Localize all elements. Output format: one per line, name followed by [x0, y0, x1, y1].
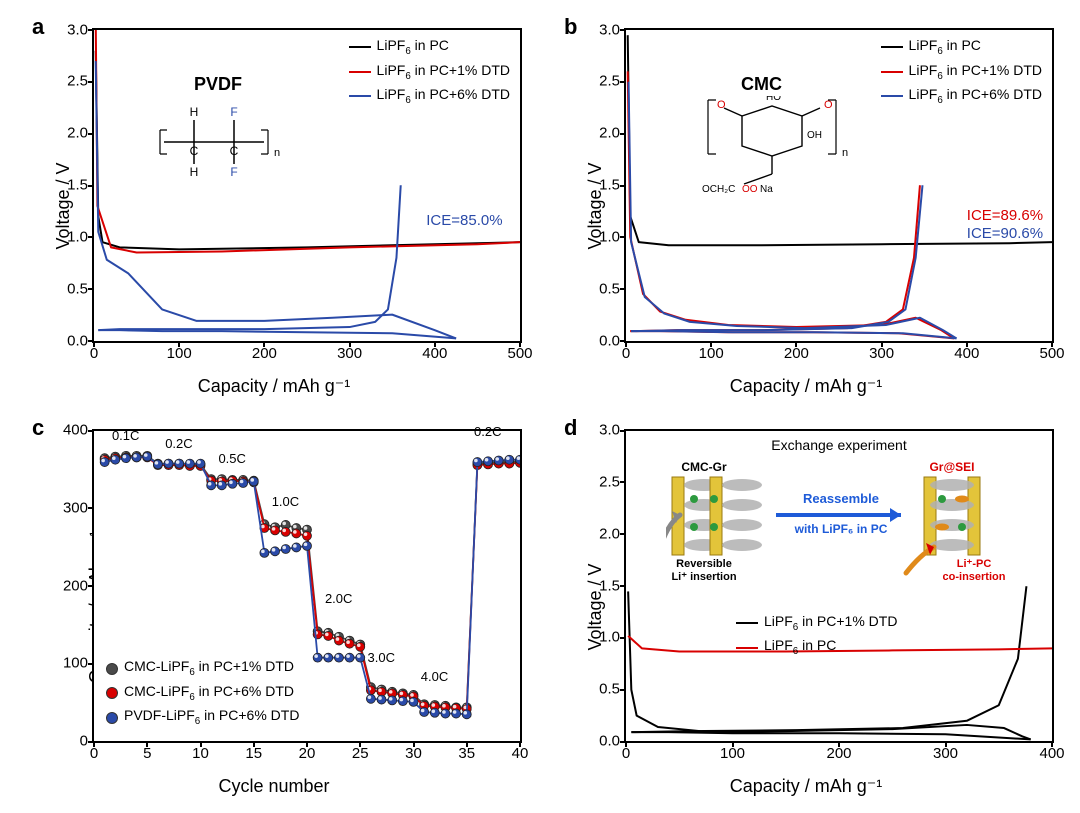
svg-text:OH: OH	[807, 130, 822, 141]
svg-text:HO: HO	[766, 96, 781, 103]
annotation: ICE=89.6%	[967, 207, 1043, 224]
legend-item: LiPF6 in PC	[881, 36, 1042, 59]
rate-label: 2.0C	[325, 591, 352, 606]
svg-text:n: n	[274, 147, 280, 159]
svg-text:H: H	[190, 165, 199, 179]
rate-label: 0.2C	[474, 424, 501, 439]
panel-a-label: a	[32, 14, 44, 40]
svg-text:Gr@SEI: Gr@SEI	[929, 460, 974, 474]
rate-label: 3.0C	[368, 650, 395, 665]
panel-a: a Voltage / V Capacity / mAh g⁻¹ PVDF H …	[12, 10, 536, 403]
pvdf-structure-icon: H H F F C C n	[154, 102, 314, 182]
legend-item: LiPF6 in PC+1% DTD	[736, 612, 897, 635]
panel-a-xlabel: Capacity / mAh g⁻¹	[198, 376, 351, 397]
svg-text:Reversible: Reversible	[676, 558, 732, 570]
svg-text:Li⁺-PC: Li⁺-PC	[957, 558, 992, 570]
panel-a-plot: PVDF H H F F C C n LiPF6 in PCLiPF6 in P…	[92, 28, 522, 343]
annotation: ICE=90.6%	[967, 225, 1043, 242]
svg-text:F: F	[230, 105, 237, 119]
rate-label: 1.0C	[272, 494, 299, 509]
figure-grid: a Voltage / V Capacity / mAh g⁻¹ PVDF H …	[0, 0, 1080, 813]
panel-a-legend: LiPF6 in PCLiPF6 in PC+1% DTDLiPF6 in PC…	[349, 36, 510, 110]
panel-c-xlabel: Cycle number	[218, 776, 329, 797]
panel-d-legend: LiPF6 in PC+1% DTDLiPF6 in PC	[736, 612, 897, 661]
svg-text:Li⁺ insertion: Li⁺ insertion	[671, 571, 736, 583]
panel-c-legend: CMC-LiPF6 in PC+1% DTDCMC-LiPF6 in PC+6%…	[106, 657, 299, 731]
panel-b-plot: CMC O O HO OH OCH₂C OO Na n	[624, 28, 1054, 343]
svg-text:O: O	[824, 99, 833, 111]
panel-b-label: b	[564, 14, 577, 40]
panel-d-label: d	[564, 415, 577, 441]
rate-label: 0.2C	[165, 436, 192, 451]
svg-text:F: F	[230, 165, 237, 179]
svg-text:C: C	[190, 144, 199, 158]
rate-label: 0.5C	[218, 451, 245, 466]
panel-b-legend: LiPF6 in PCLiPF6 in PC+1% DTDLiPF6 in PC…	[881, 36, 1042, 110]
exchange-scheme-icon: CMC-Gr ReversibleLi⁺ insertion Reassemble w…	[666, 455, 1026, 585]
panel-d-xlabel: Capacity / mAh g⁻¹	[730, 776, 883, 797]
panel-a-inset-title: PVDF	[194, 74, 242, 95]
legend-item: LiPF6 in PC+1% DTD	[881, 61, 1042, 84]
panel-c: c Capacity / mAh g⁻¹ Cycle number CMC-Li…	[12, 411, 536, 804]
panel-c-label: c	[32, 415, 44, 441]
svg-text:with LiPF₆ in PC: with LiPF₆ in PC	[794, 522, 888, 536]
svg-text:Reassemble: Reassemble	[803, 491, 879, 506]
svg-text:OO: OO	[742, 184, 758, 195]
svg-text:co-insertion: co-insertion	[943, 571, 1006, 583]
annotation: ICE=85.0%	[426, 212, 502, 229]
panel-c-plot: CMC-LiPF6 in PC+1% DTDCMC-LiPF6 in PC+6%…	[92, 429, 522, 744]
svg-text:H: H	[190, 105, 199, 119]
rate-label: 0.1C	[112, 428, 139, 443]
svg-text:C: C	[230, 144, 239, 158]
panel-b: b Voltage / V Capacity / mAh g⁻¹ CMC O O…	[544, 10, 1068, 403]
panel-b-xlabel: Capacity / mAh g⁻¹	[730, 376, 883, 397]
svg-text:O: O	[717, 99, 726, 111]
svg-text:Na: Na	[760, 184, 773, 195]
legend-item: LiPF6 in PC+6% DTD	[349, 85, 510, 108]
legend-item: LiPF6 in PC	[736, 636, 897, 659]
panel-d: d Voltage / V Capacity / mAh g⁻¹ Exchang…	[544, 411, 1068, 804]
legend-item: PVDF-LiPF6 in PC+6% DTD	[106, 706, 299, 729]
legend-item: CMC-LiPF6 in PC+6% DTD	[106, 682, 299, 705]
legend-item: CMC-LiPF6 in PC+1% DTD	[106, 657, 299, 680]
svg-text:CMC-Gr: CMC-Gr	[681, 460, 727, 474]
svg-text:OCH₂C: OCH₂C	[702, 184, 735, 195]
panel-d-plot: Exchange experiment LiPF6 in PC+1% DTDLi…	[624, 429, 1054, 744]
svg-text:n: n	[842, 147, 848, 159]
legend-item: LiPF6 in PC	[349, 36, 510, 59]
legend-item: LiPF6 in PC+1% DTD	[349, 61, 510, 84]
legend-item: LiPF6 in PC+6% DTD	[881, 85, 1042, 108]
rate-label: 4.0C	[421, 669, 448, 684]
panel-b-inset-title: CMC	[741, 74, 782, 95]
cmc-structure-icon: O O HO OH OCH₂C OO Na n	[672, 96, 872, 196]
